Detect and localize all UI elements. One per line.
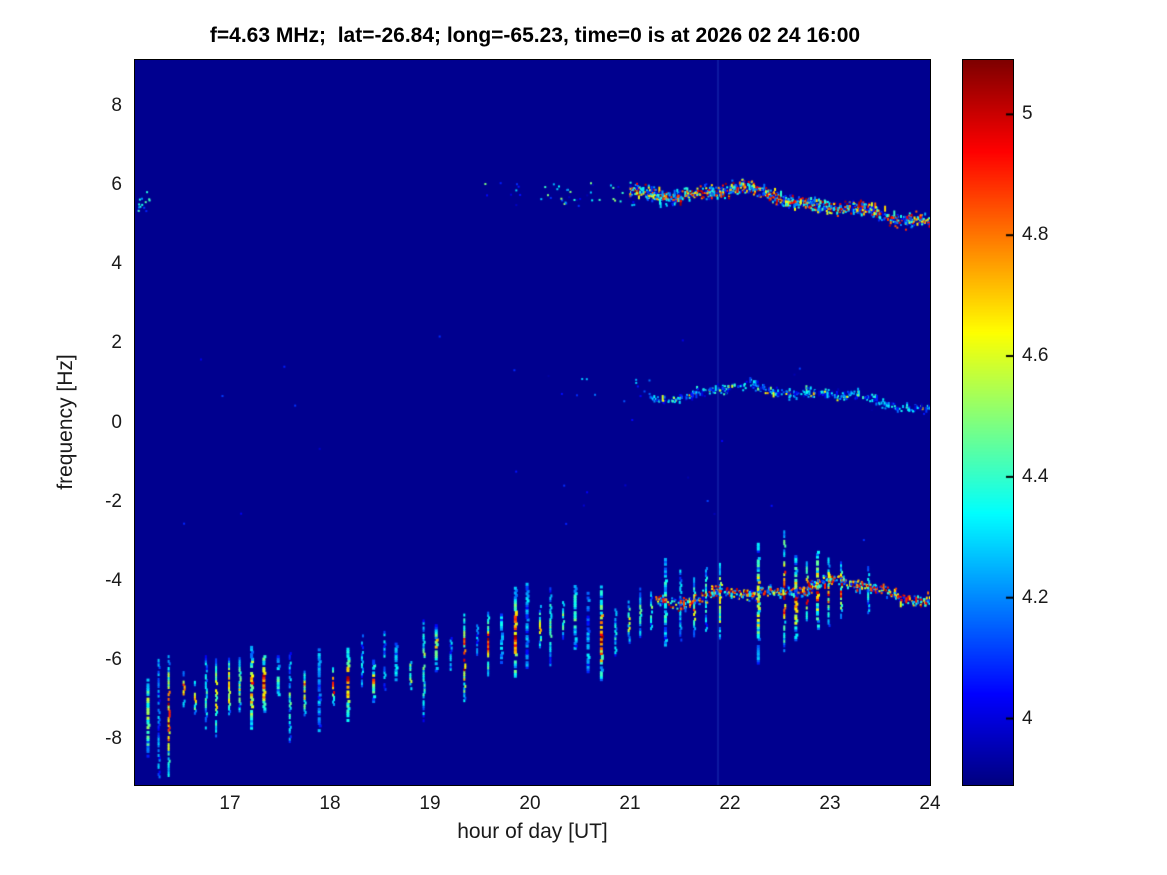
x-tick-label: 23	[819, 793, 841, 814]
y-tick-label: -4	[105, 569, 122, 591]
x-axis-label: hour of day [UT]	[457, 820, 608, 843]
spectrogram-canvas	[134, 59, 931, 786]
colorbar-tick-label: 5	[1022, 103, 1033, 125]
colorbar-tick-label: 4.2	[1022, 586, 1049, 608]
y-tick-label: -8	[105, 728, 122, 750]
x-tick-label: 18	[319, 793, 341, 814]
y-tick-label: 0	[111, 411, 122, 433]
y-tick-label: 4	[111, 253, 122, 275]
chart-title: f=4.63 MHz; lat=-26.84; long=-65.23, tim…	[209, 24, 861, 47]
y-tick-label: 8	[111, 94, 122, 116]
x-tick-label: 21	[619, 793, 641, 814]
colorbar-canvas	[962, 59, 1014, 786]
colorbar-tick-label: 4.4	[1022, 465, 1049, 487]
y-tick-label: -6	[105, 649, 122, 671]
x-tick-label: 24	[919, 793, 941, 814]
colorbar-tick-label: 4.8	[1022, 224, 1049, 246]
y-tick-label: 6	[111, 173, 122, 195]
colorbar-tick-label: 4	[1022, 707, 1033, 729]
y-tick-label: -2	[105, 490, 122, 512]
colorbar-tick-label: 4.6	[1022, 345, 1049, 367]
x-tick-label: 20	[519, 793, 541, 814]
y-tick-label: 2	[111, 332, 122, 354]
x-tick-label: 17	[219, 793, 241, 814]
x-tick-label: 19	[419, 793, 441, 814]
x-tick-label: 22	[719, 793, 741, 814]
